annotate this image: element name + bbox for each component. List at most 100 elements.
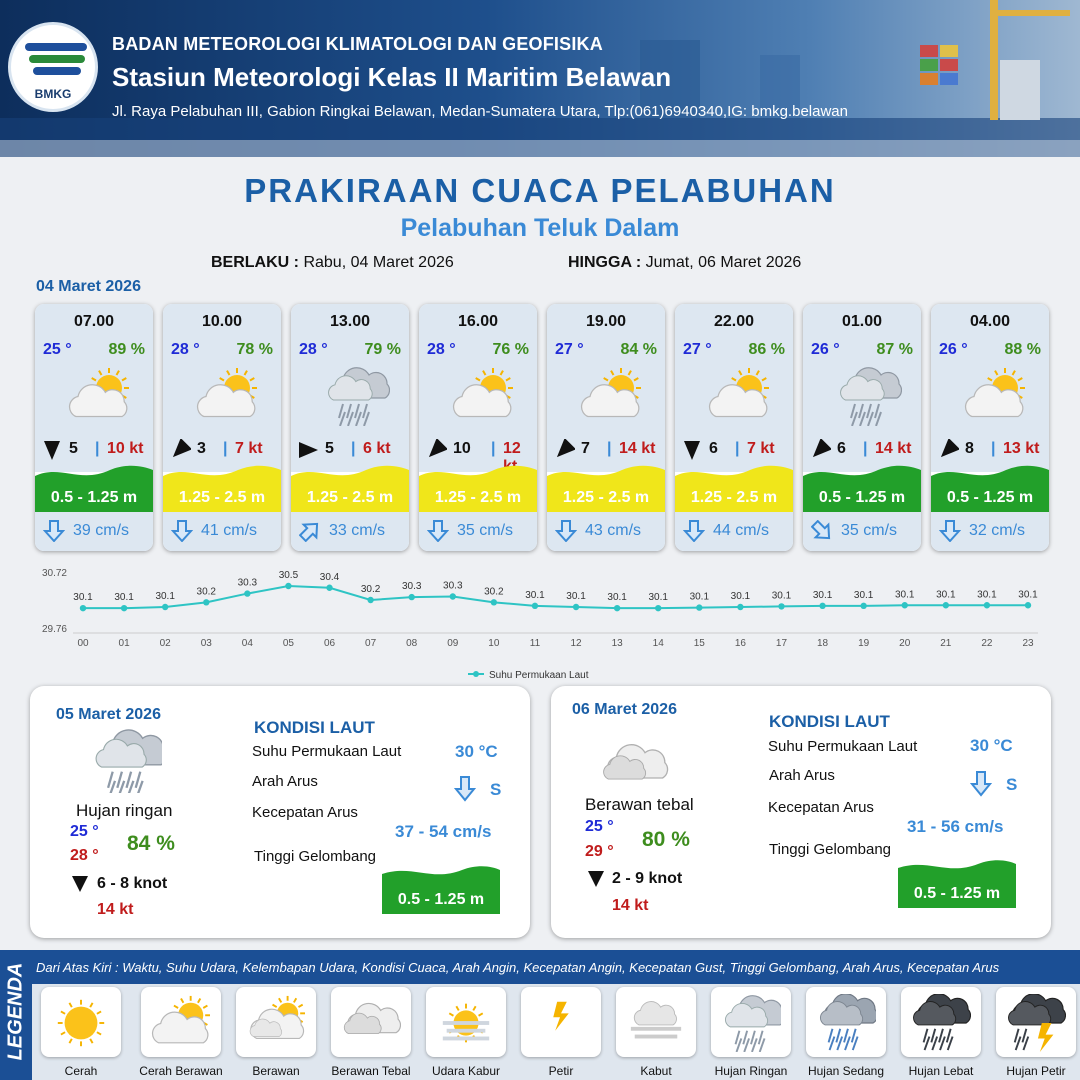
sst-point bbox=[161, 603, 169, 611]
legend-item-cerah-berawan bbox=[141, 987, 221, 1057]
sst-data-label: 30.2 bbox=[484, 586, 504, 597]
sst-data-label: 30.3 bbox=[443, 581, 463, 592]
wind-arrow-icon bbox=[812, 439, 831, 458]
x-tick-label: 22 bbox=[981, 638, 993, 649]
card-temp: 27 ° bbox=[683, 341, 712, 358]
sst-point bbox=[285, 582, 292, 590]
sst-point bbox=[531, 602, 539, 610]
wave-height-shape bbox=[931, 465, 1049, 512]
legend-label: Cerah Berawan bbox=[139, 1064, 223, 1078]
legend-label: Hujan Sedang bbox=[807, 1064, 885, 1078]
current-speed-label: Kecepatan Arus bbox=[252, 804, 358, 821]
legend-item-kabut bbox=[616, 987, 696, 1057]
wave-height-shape bbox=[419, 465, 537, 512]
wind-arrow-icon bbox=[684, 441, 700, 460]
legend-item-berawan bbox=[236, 987, 316, 1057]
day2-panel: 05 Maret 2026 Hujan ringan 25 ° 28 ° 84 … bbox=[30, 686, 530, 938]
x-tick-label: 11 bbox=[530, 638, 541, 649]
sst-point bbox=[778, 603, 785, 610]
sst-data-label: 30.1 bbox=[648, 592, 668, 603]
cerah-berawan-icon bbox=[196, 368, 257, 418]
card-wave-height: 1.25 - 2.5 m bbox=[690, 489, 778, 506]
cerah-berawan-icon bbox=[708, 368, 769, 418]
legend-side-title: LEGENDA bbox=[0, 950, 32, 1080]
card-temp: 25 ° bbox=[43, 341, 72, 358]
sst-point bbox=[737, 603, 744, 611]
forecast-card: 22.00 27 ° 86 % 6 | 7 kt 1.25 - 2.5 m 44… bbox=[675, 304, 793, 551]
forecast-card: 10.00 28 ° 78 % 3 | 7 kt 1.25 - 2.5 m 41… bbox=[163, 304, 281, 551]
legend-item-cerah bbox=[41, 987, 121, 1057]
card-gust: 7 kt bbox=[747, 440, 775, 457]
card-current-speed: 33 cm/s bbox=[329, 522, 386, 539]
legend-item-udara-kabur bbox=[426, 987, 506, 1057]
cerah-berawan-icon bbox=[452, 368, 513, 418]
day3-date: 06 Maret 2026 bbox=[572, 701, 677, 718]
sst-data-label: 30.2 bbox=[361, 584, 381, 595]
current-dir-label: Arah Arus bbox=[769, 767, 835, 784]
wave-height-shape bbox=[163, 465, 281, 512]
hujan-petir-icon bbox=[1008, 994, 1066, 1052]
x-tick-label: 04 bbox=[242, 638, 254, 649]
current-dir-label: Arah Arus bbox=[252, 773, 318, 790]
x-tick-label: 02 bbox=[160, 638, 172, 649]
forecast-card: 19.00 27 ° 84 % 7 | 14 kt 1.25 - 2.5 m 4… bbox=[547, 304, 665, 551]
legend-item-hujan-petir bbox=[996, 987, 1076, 1057]
y-tick-label: 29.76 bbox=[42, 624, 67, 635]
card-time: 07.00 bbox=[73, 313, 115, 330]
day2-sst: 30 °C bbox=[455, 742, 498, 761]
card-separator: | bbox=[351, 440, 356, 457]
day2-condition: Hujan ringan bbox=[76, 801, 173, 820]
x-tick-label: 18 bbox=[817, 638, 829, 649]
x-tick-label: 09 bbox=[447, 638, 459, 649]
card-temp: 27 ° bbox=[555, 341, 584, 358]
legend-item-hujan-sedang bbox=[806, 987, 886, 1057]
current-arrow-icon bbox=[171, 520, 193, 542]
x-tick-label: 08 bbox=[406, 638, 418, 649]
x-tick-label: 16 bbox=[735, 638, 747, 649]
card-temp: 28 ° bbox=[427, 341, 456, 358]
legend-item-hujan-lebat bbox=[901, 987, 981, 1057]
card-separator: | bbox=[223, 440, 228, 457]
sst-point bbox=[449, 593, 456, 600]
sst-data-label: 30.1 bbox=[73, 592, 93, 603]
forecast-card: 13.00 28 ° 79 % 5 | 6 kt 1.25 - 2.5 m 33… bbox=[291, 304, 409, 551]
legend-label: Kabut bbox=[640, 1064, 672, 1078]
header-banner: BMKG BADAN METEOROLOGI KLIMATOLOGI DAN G… bbox=[0, 0, 1080, 157]
card-humidity: 88 % bbox=[1004, 341, 1041, 358]
x-tick-label: 12 bbox=[570, 638, 582, 649]
day3-current-dir: S bbox=[1006, 775, 1018, 794]
current-arrow-icon bbox=[427, 520, 449, 542]
sst-data-label: 30.1 bbox=[155, 591, 175, 602]
card-wave-height: 1.25 - 2.5 m bbox=[434, 489, 522, 506]
legend-label: Berawan Tebal bbox=[331, 1064, 411, 1078]
card-current-speed: 44 cm/s bbox=[713, 522, 770, 539]
wind-arrow-icon bbox=[588, 871, 604, 887]
wave-label: Tinggi Gelombang bbox=[254, 848, 377, 865]
x-tick-label: 15 bbox=[694, 638, 706, 649]
day2-wind: 6 - 8 knot bbox=[97, 875, 168, 892]
sst-point bbox=[120, 604, 128, 612]
day3-panel: 06 Maret 2026 Berawan tebal 25 ° 29 ° 80… bbox=[551, 686, 1051, 938]
card-wave-height: 1.25 - 2.5 m bbox=[178, 489, 266, 506]
card-wind-speed: 8 bbox=[965, 440, 974, 457]
page-title: PRAKIRAAN CUACA PELABUHAN bbox=[244, 172, 836, 209]
card-temp: 26 ° bbox=[939, 341, 968, 358]
current-arrow-icon bbox=[454, 776, 476, 802]
legend-item-petir bbox=[521, 987, 601, 1057]
wave-height-shape bbox=[35, 465, 153, 512]
sst-data-label: 30.2 bbox=[197, 586, 217, 597]
wind-arrow-icon bbox=[44, 441, 60, 460]
day3-temp-min: 25 ° bbox=[585, 818, 614, 835]
card-wave-height: 1.25 - 2.5 m bbox=[562, 489, 650, 506]
current-arrow-icon bbox=[683, 520, 705, 542]
legend-label: Berawan bbox=[252, 1064, 300, 1078]
sst-point bbox=[408, 593, 415, 601]
card-time: 04.00 bbox=[969, 313, 1011, 330]
sst-point bbox=[490, 599, 498, 606]
day1-date: 04 Maret 2026 bbox=[36, 278, 141, 295]
cerah-berawan-icon bbox=[151, 995, 210, 1044]
current-arrow-icon bbox=[43, 520, 65, 542]
wind-arrow-icon bbox=[940, 439, 959, 458]
card-separator: | bbox=[863, 440, 868, 457]
hujan-ringan-icon bbox=[328, 367, 390, 426]
